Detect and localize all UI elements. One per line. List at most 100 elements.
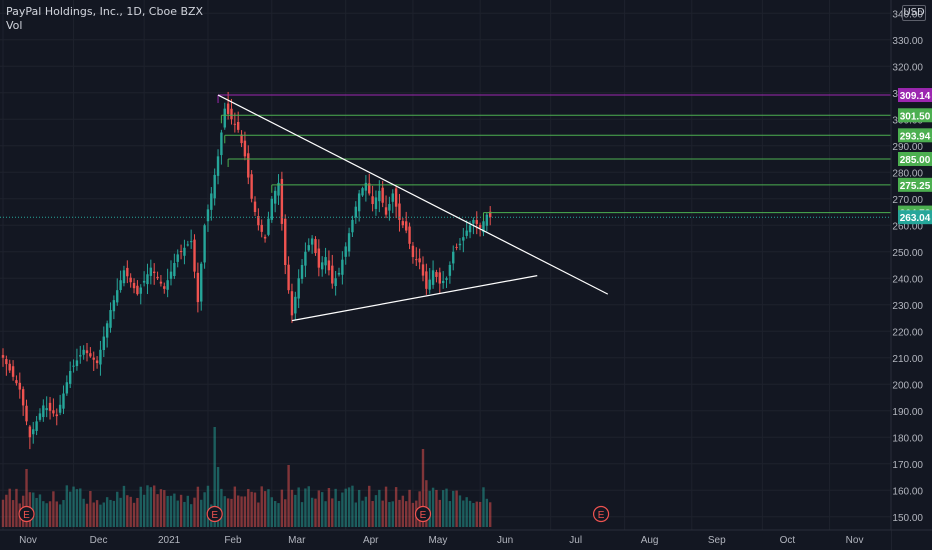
candle-body (415, 259, 418, 261)
price-axis[interactable]: 150.00 160.00 170.00 180.00 190.00 200.00 210.… (890, 0, 932, 550)
candle-body (237, 121, 240, 130)
volume-bar (45, 503, 48, 527)
candle-body (374, 197, 378, 209)
level-price-label: 301.50 (900, 111, 931, 122)
volume-bar (253, 492, 257, 527)
candle-body (270, 198, 273, 220)
candle-body (300, 265, 304, 279)
volume-bar (240, 496, 243, 527)
symbol-title[interactable]: PayPal Holdings, Inc., 1D, Cboe BZX (6, 5, 204, 18)
time-axis[interactable]: Nov Dec 2021 Feb Mar Apr May Jun Jul Aug Sep Oct Nov (0, 529, 932, 550)
earnings-icon[interactable]: E (592, 505, 610, 523)
candle-body (381, 187, 384, 203)
volume-bar (324, 501, 327, 527)
volume-bar (408, 489, 411, 527)
volume-bar (122, 485, 126, 527)
volume-bar (462, 500, 465, 527)
candle-body (327, 260, 331, 271)
earnings-icon[interactable]: E (414, 505, 432, 523)
volume-bar (176, 500, 179, 527)
candle-body (418, 258, 421, 263)
earnings-icon-label: E (598, 510, 605, 521)
earnings-icon[interactable]: E (206, 505, 223, 523)
candle-body (408, 226, 411, 244)
volume-bar (126, 495, 129, 527)
price-levels (217, 94, 891, 221)
volume-bar (337, 500, 341, 527)
candle-body (401, 221, 405, 226)
candle-body (116, 290, 119, 303)
candle-body (58, 404, 62, 413)
volume-bar (314, 498, 317, 527)
volume-bar (119, 497, 122, 527)
volume-bar (475, 501, 478, 527)
volume-bar (384, 486, 388, 527)
volume-bar (374, 495, 378, 527)
candle-body (438, 272, 441, 284)
candle-body (230, 108, 233, 120)
earnings-icon-label: E (23, 510, 30, 521)
volume-bar (35, 497, 38, 527)
volume-bar (381, 500, 384, 527)
volume-bar (468, 500, 472, 527)
volume-bar (237, 495, 240, 527)
volume-bar (55, 501, 58, 527)
volume-bar (368, 485, 371, 527)
volume-bar (38, 494, 42, 527)
trendline-ascending-support (291, 275, 538, 322)
volume-bar (226, 498, 230, 527)
volume-bar (58, 504, 62, 527)
currency-label[interactable]: USD (902, 5, 926, 21)
volume-bar (179, 494, 183, 527)
candle-body (405, 221, 408, 231)
candle-body (250, 174, 253, 199)
time-tick-label: Nov (846, 535, 864, 546)
candle-body (357, 193, 361, 212)
volume-bar (206, 485, 210, 527)
volume-bar (216, 467, 220, 527)
time-tick-label: Jun (497, 535, 513, 546)
candle-body (85, 350, 89, 354)
candle-body (378, 190, 381, 202)
volume-bar (270, 497, 273, 527)
candle-body (132, 282, 136, 289)
volume-bar (25, 469, 28, 527)
candle-body (448, 265, 452, 276)
volume-bar (445, 488, 448, 527)
candle-body (42, 405, 45, 418)
volume-bar (1, 499, 5, 527)
volume-bar (243, 496, 247, 527)
earnings-icon[interactable]: E (18, 505, 35, 523)
candle-body (196, 272, 200, 303)
candle-body (452, 251, 455, 264)
candle-body (435, 272, 438, 277)
candle-body (52, 410, 55, 414)
volume-bar (347, 487, 351, 527)
volume-bar (448, 501, 452, 527)
price-tick-label: 160.00 (892, 486, 923, 497)
volume-bar (371, 501, 374, 527)
volume-bar (85, 503, 89, 527)
volume-bar (250, 491, 253, 527)
volume-bar (11, 500, 15, 527)
time-tick-label: Sep (708, 535, 726, 546)
candle-body (206, 209, 210, 222)
candle-series (1, 91, 492, 450)
candle-body (475, 220, 478, 224)
candle-body (169, 271, 173, 279)
candle-body (55, 414, 58, 417)
price-tick-label: 260.00 (892, 221, 923, 232)
volume-bar (331, 498, 334, 527)
volume-bar (213, 427, 216, 527)
candle-body (482, 221, 485, 233)
volume-bar (334, 488, 337, 527)
candle-body (95, 360, 99, 364)
volume-bar (290, 489, 294, 527)
candle-body (189, 241, 193, 243)
level-price-badge (898, 152, 932, 166)
price-tick-label: 230.00 (892, 301, 923, 312)
candle-body (5, 359, 8, 365)
